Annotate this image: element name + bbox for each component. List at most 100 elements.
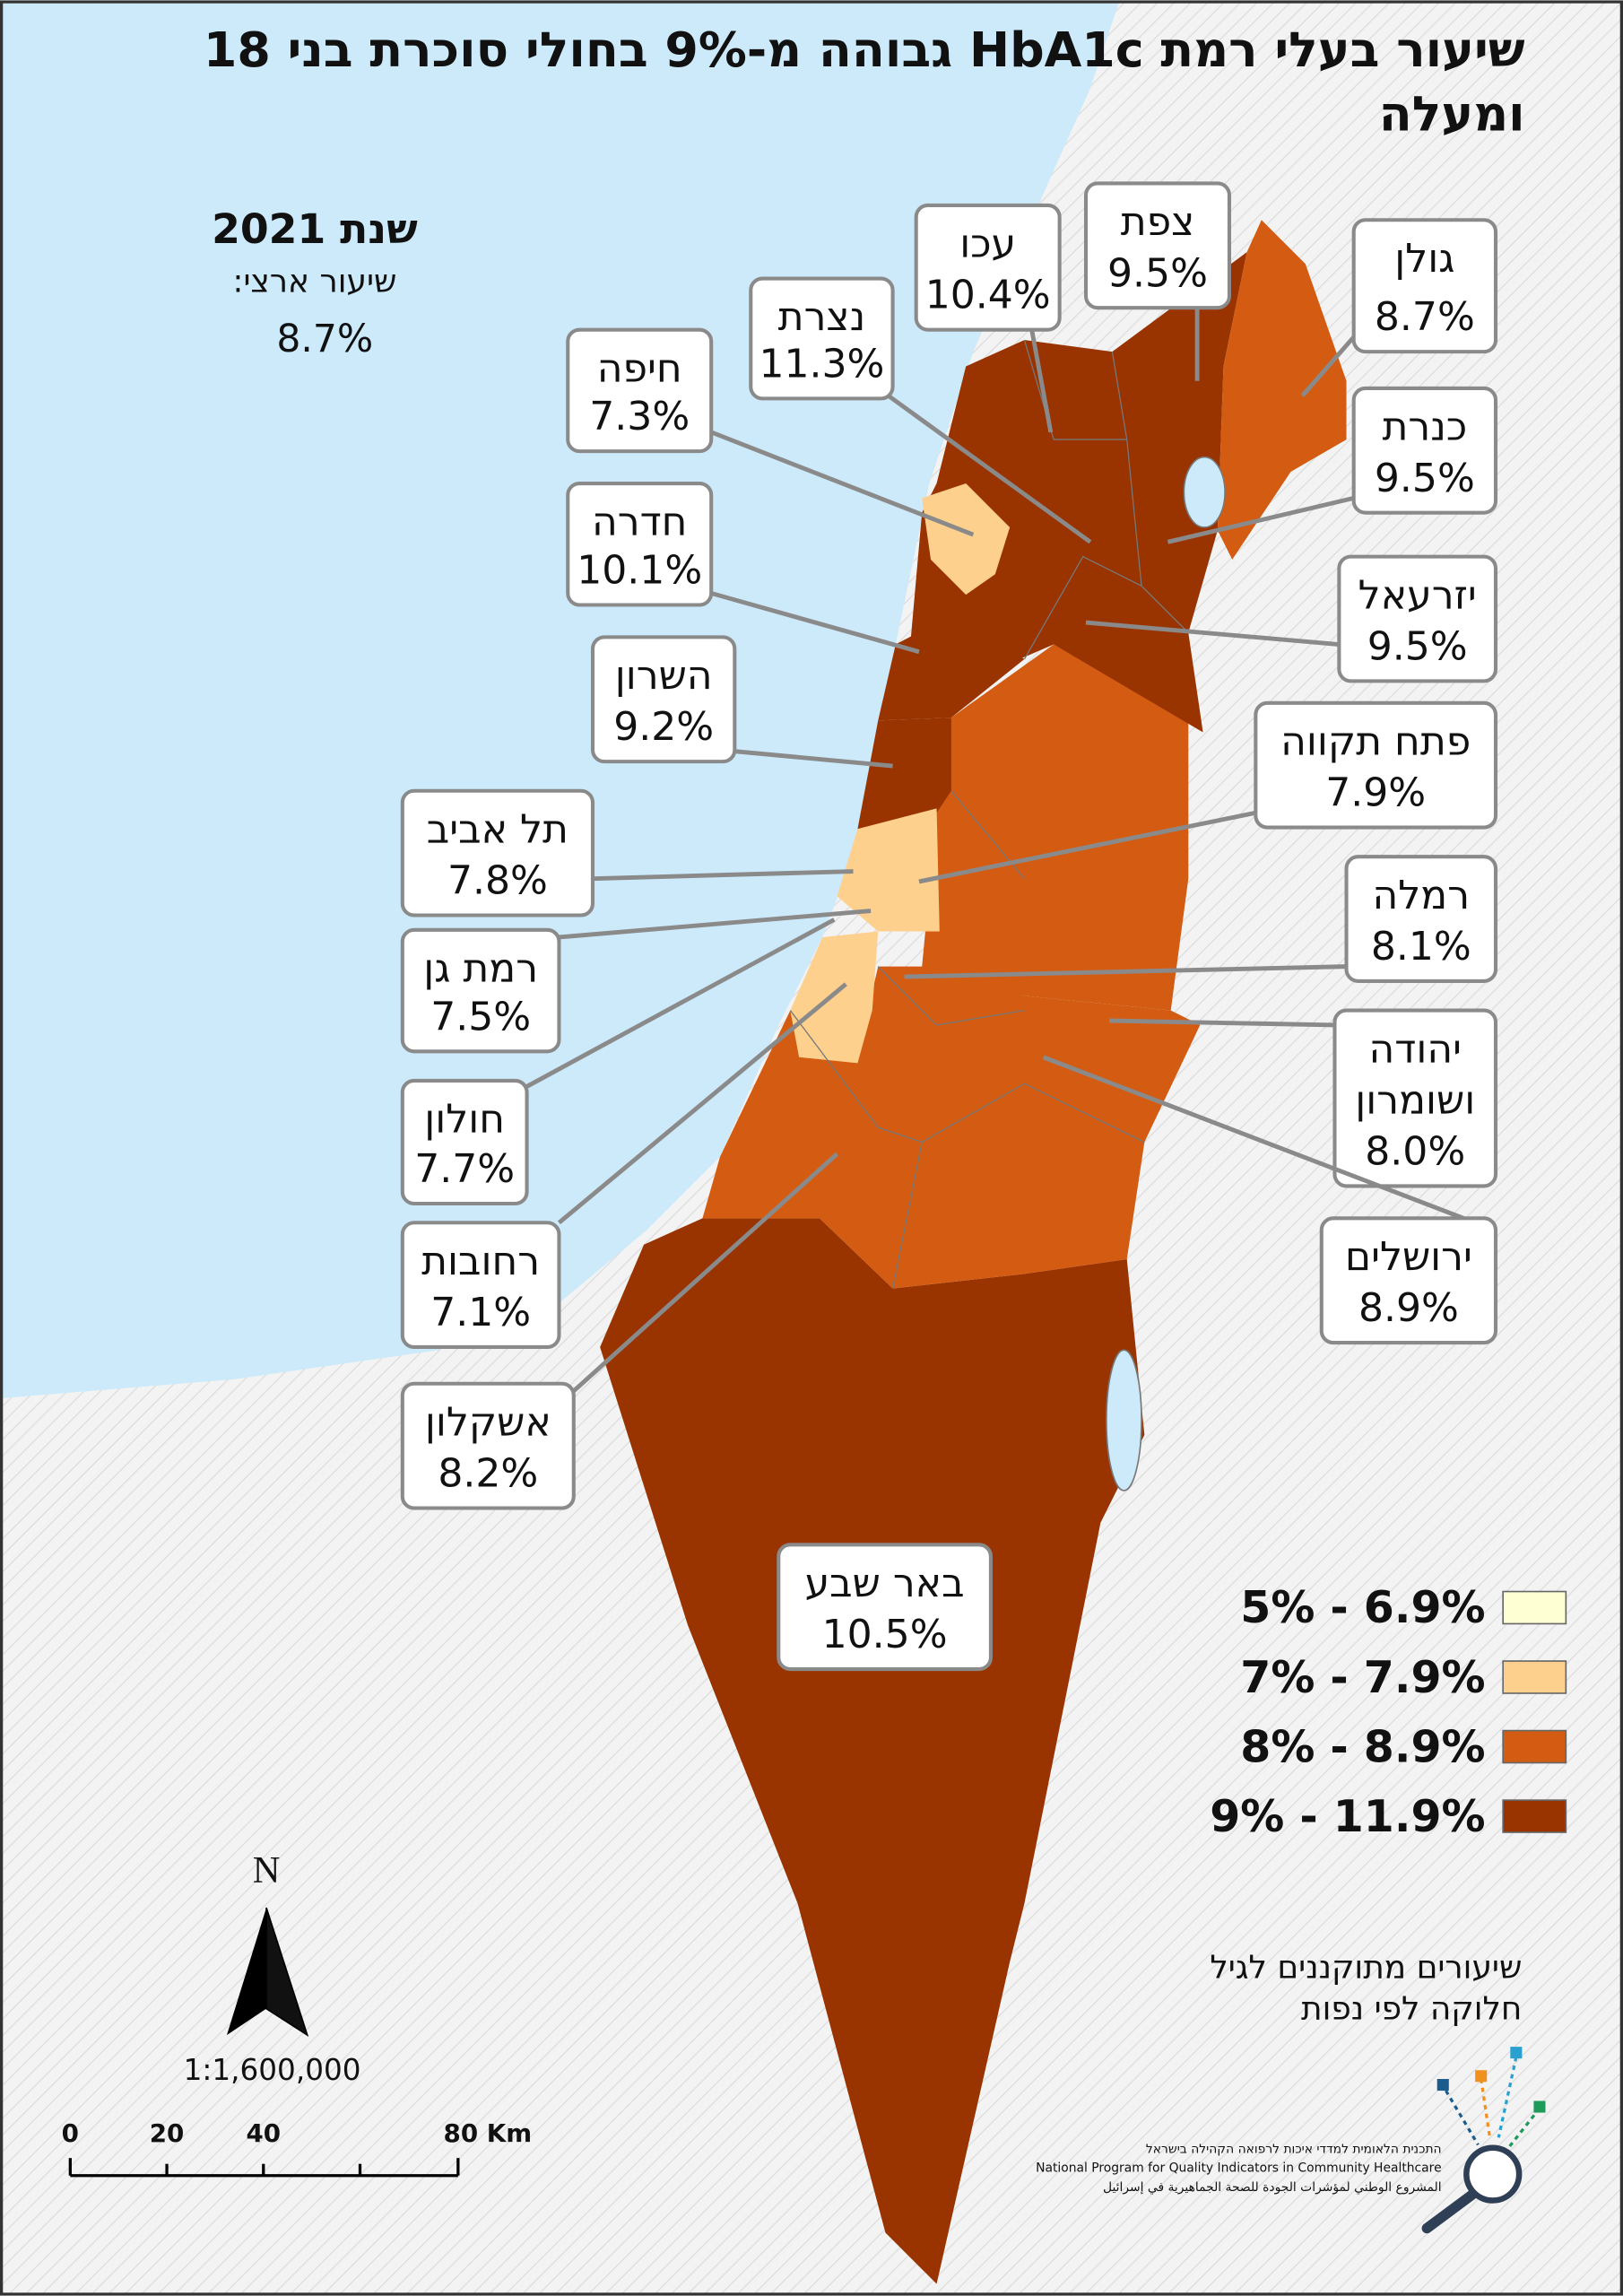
leader-line: [904, 964, 1347, 979]
scale-bar: [68, 2158, 460, 2178]
region-name: יזרעאל: [1358, 572, 1477, 618]
north-arrow: [265, 1907, 309, 2037]
leader-line: [1109, 1018, 1335, 1028]
region-name: צפת: [1121, 199, 1195, 245]
logo-text: התכנית הלאומית למדדי איכות לרפואה הקהילה…: [1146, 2142, 1442, 2156]
legend: 5% - 6.9% 7% - 7.9% 8% - 8.9% 9% - 11.9%: [1210, 1582, 1567, 1842]
label-box: [914, 203, 1062, 332]
leader-line: [710, 591, 920, 655]
region-value: 10.1%: [577, 548, 702, 594]
label-box: [1351, 386, 1498, 515]
region-name: יהודה: [1369, 1026, 1462, 1072]
label-box: [1351, 218, 1498, 354]
lake: [1183, 456, 1226, 528]
region-value: 7.8%: [447, 858, 548, 904]
region-shape: [837, 808, 940, 932]
region-value: 7.9%: [1325, 770, 1426, 816]
region-value: 9.5%: [1107, 250, 1208, 296]
title: שיעור בעלי רמת HbA1c גבוהה מ-9% בחולי סו…: [204, 22, 1525, 78]
region-value: 8.7%: [1375, 294, 1475, 340]
region-value: 9.2%: [613, 704, 714, 750]
national-label: שיעור ארצי:: [232, 263, 396, 300]
region-value: 8.9%: [1358, 1285, 1459, 1331]
leader-line: [557, 982, 847, 1225]
legend-label: 8% - 8.9%: [1240, 1721, 1485, 1772]
lake: [1106, 1349, 1142, 1492]
scale-label: 80 Km: [444, 2118, 533, 2148]
logo-icon: [1421, 2047, 1546, 2234]
region-name: ושומרון: [1355, 1077, 1475, 1123]
region-name: אשקלון: [425, 1399, 551, 1445]
label-box: [400, 1381, 576, 1510]
label-box: [1083, 181, 1232, 310]
label-box: [400, 1221, 561, 1350]
label-box: [566, 327, 714, 454]
region-value: 11.3%: [759, 341, 884, 387]
leader-line: [918, 810, 1256, 884]
region-name: השרון: [615, 653, 713, 699]
region-shape: [910, 252, 1247, 733]
region-name: גולן: [1394, 236, 1454, 282]
label-box: [590, 635, 737, 764]
region-name: עכו: [959, 222, 1016, 267]
note: חלוקה לפי נפות: [1301, 1990, 1522, 2027]
logo-text: المشروع الوطني لمؤشرات الجودة للصحة الجم…: [1103, 2180, 1442, 2195]
legend-swatch: [1502, 1660, 1567, 1694]
leader-line: [1042, 1055, 1464, 1221]
label-box: [1344, 855, 1498, 983]
legend-label: 9% - 11.9%: [1210, 1791, 1485, 1842]
region-name: רמת גן: [423, 946, 538, 992]
label-box: [400, 1078, 529, 1206]
region-shape: [790, 931, 879, 1064]
leader-line: [710, 430, 975, 537]
label-box: [566, 481, 714, 607]
scale-label: 40: [246, 2118, 281, 2148]
region-value: 9.5%: [1375, 456, 1475, 501]
note: שיעורים מתוקננים לגיל: [1210, 1950, 1522, 1987]
leader-line: [559, 909, 872, 940]
legend-swatch: [1502, 1729, 1567, 1764]
region-name: חולון: [424, 1097, 505, 1143]
region-value: 7.7%: [414, 1146, 515, 1192]
legend-swatch: [1502, 1799, 1567, 1833]
leader-line: [1029, 329, 1054, 433]
leader-line: [1085, 620, 1340, 647]
region-name: פתח תקווה: [1280, 719, 1471, 765]
region-name: נצרת: [778, 294, 866, 340]
region-name: רמלה: [1372, 873, 1470, 918]
region-value: 10.5%: [822, 1612, 948, 1657]
label-box: [400, 788, 595, 918]
scale-label: 0: [62, 2118, 79, 2148]
region-shape: [857, 718, 951, 830]
region-name: ירושלים: [1345, 1234, 1472, 1280]
region-value: 7.3%: [589, 394, 690, 439]
title: ומעלה: [1379, 86, 1525, 143]
region-name: חדרה: [592, 500, 687, 545]
label-box: [1254, 700, 1498, 830]
region-name: רחובות: [421, 1239, 540, 1284]
logo-text: National Program for Quality Indicators …: [1036, 2161, 1442, 2176]
region-value: 9.5%: [1367, 623, 1468, 669]
label-box: [749, 276, 895, 401]
legend-label: 7% - 7.9%: [1240, 1652, 1485, 1703]
national-value: 8.7%: [276, 317, 373, 361]
region-shape: [922, 483, 1011, 596]
region-shape: [878, 614, 1025, 721]
label-box: [400, 927, 561, 1054]
region-name: כנרת: [1382, 404, 1467, 450]
label-box: [1332, 1008, 1498, 1188]
leader-line: [1167, 495, 1355, 544]
region-border: [789, 339, 1189, 1289]
leader-line: [525, 918, 836, 1089]
leader-line: [734, 749, 893, 769]
leader-line: [1300, 335, 1356, 397]
scale-label: 20: [150, 2118, 185, 2148]
region-value: 10.4%: [925, 273, 1051, 318]
leader-line: [876, 386, 1092, 544]
region-value: 8.0%: [1365, 1129, 1465, 1175]
